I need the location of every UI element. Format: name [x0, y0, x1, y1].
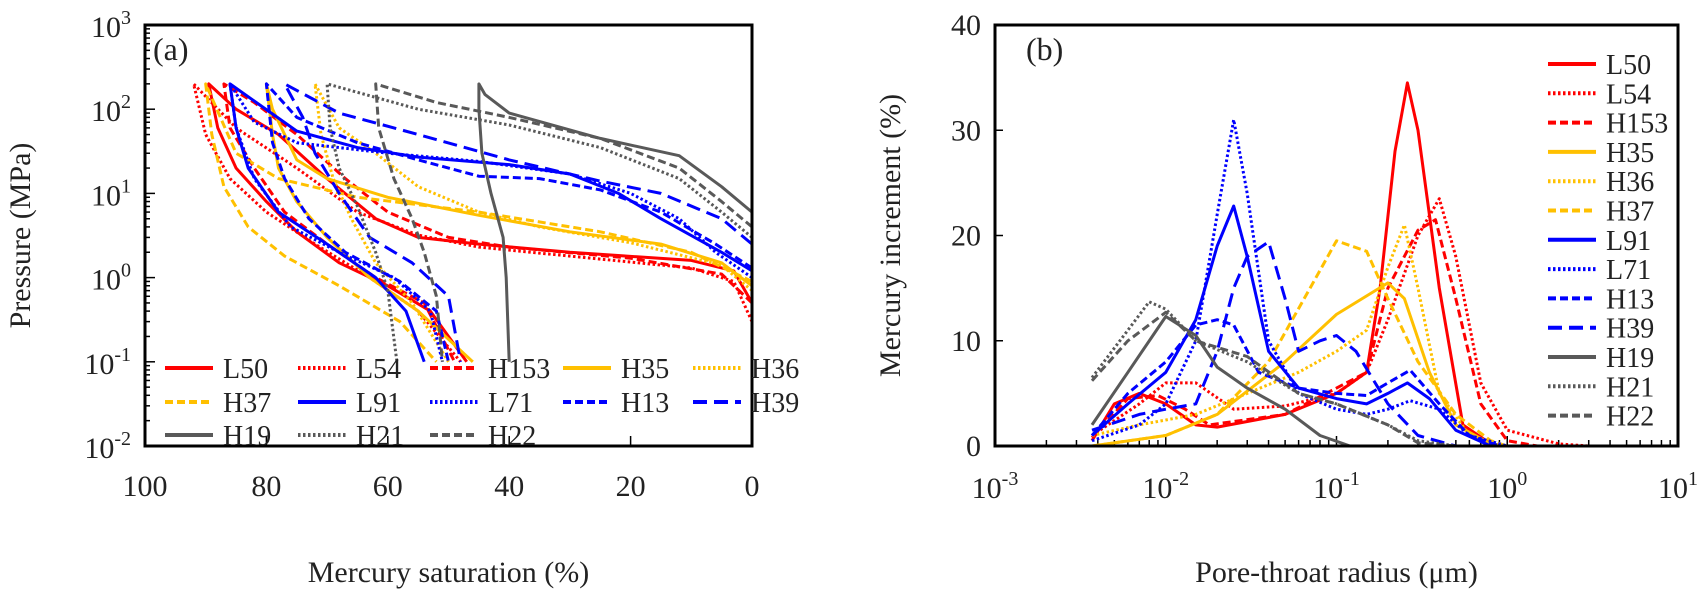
y-tick-label: 100 [91, 260, 131, 297]
y-tick-label: 10-1 [84, 344, 131, 381]
legend-label-H35: H35 [1606, 138, 1654, 169]
series-line-H19 [477, 82, 753, 362]
legend-label-H21: H21 [356, 421, 404, 452]
x-tick-label: 100 [1487, 468, 1527, 505]
legend-label-H37: H37 [223, 388, 271, 419]
y-tick-label: 10-2 [84, 428, 131, 465]
legend-label-H19: H19 [223, 421, 271, 452]
legend-label-H39: H39 [751, 388, 799, 419]
y-tick-label: 20 [951, 220, 981, 253]
y-tick-label: 30 [951, 114, 981, 147]
series-line-L71 [228, 82, 753, 363]
legend-label-H36: H36 [1606, 167, 1654, 198]
x-tick-label: 10-2 [1142, 468, 1189, 505]
x-tick-label: 80 [251, 470, 281, 503]
y-tick-label: 103 [91, 7, 131, 44]
legend-label-L54: L54 [1606, 79, 1651, 110]
legend-label-H37: H37 [1606, 197, 1654, 228]
x-tick-label: 10-3 [972, 468, 1019, 505]
panel-b-pore-throat-distribution-chart: 10-3 10-2 10-1 100 101010203040(b)Pore-throa… [874, 9, 1698, 589]
series-line-H21 [1090, 300, 1457, 448]
series-line-H13 [1090, 318, 1500, 448]
series-line-L50 [1090, 81, 1508, 448]
legend-label-H21: H21 [1606, 372, 1654, 403]
x-axis-label: Mercury saturation (%) [308, 556, 590, 589]
series-line-H35 [264, 82, 753, 363]
legend: L50 L54 H153 H35 H36 H37 L91 L71 H13 H39 H19 H21 H22 [165, 354, 799, 452]
series-line-H21 [325, 82, 753, 362]
series-line-L71 [1091, 118, 1508, 448]
series-line-H39 [1091, 240, 1457, 448]
series-line-H37 [204, 82, 753, 363]
legend-label-H39: H39 [1606, 314, 1654, 345]
series-line-L54 [1091, 197, 1589, 448]
series-line-H153 [222, 82, 754, 363]
legend-label-H22: H22 [488, 421, 536, 452]
panel-label: (a) [153, 31, 189, 67]
legend-label-H153: H153 [1606, 109, 1668, 140]
panel-label: (b) [1026, 31, 1063, 67]
legend-label-H36: H36 [751, 354, 799, 385]
legend-label-L91: L91 [356, 388, 401, 419]
x-tick-label: 0 [745, 470, 760, 503]
series-line-H37 [1091, 239, 1508, 448]
legend-label-H13: H13 [621, 388, 669, 419]
series-line-H153 [1090, 218, 1538, 448]
series-line-H13 [264, 82, 753, 363]
series-line-H22 [374, 82, 753, 362]
y-tick-label: 10 [951, 325, 981, 358]
panel-a-capillary-pressure-chart: 100 80 60 40 20 0 10-2 10-1 100 101 102 103 (a) Mercu… [4, 7, 799, 589]
x-tick-label: 10-1 [1313, 468, 1360, 505]
x-tick-label: 60 [373, 470, 403, 503]
x-axis-label: Pore-throat radius (μm) [1195, 556, 1478, 589]
legend-label-H22: H22 [1606, 402, 1654, 433]
series-line-L91 [228, 82, 753, 363]
legend-label-L50: L50 [1606, 50, 1651, 81]
series-line-L91 [1091, 204, 1492, 448]
legend-label-L54: L54 [356, 354, 401, 385]
series-line-H36 [313, 82, 753, 363]
y-tick-label: 101 [91, 175, 131, 212]
legend-label-L50: L50 [223, 354, 268, 385]
series-line-H19 [1090, 315, 1508, 448]
y-axis-label: Mercury increment (%) [874, 94, 907, 377]
y-axis-label: Pressure (MPa) [4, 143, 37, 329]
series-line-H22 [1090, 310, 1456, 448]
plot-frame [143, 23, 754, 448]
x-tick-label: 100 [123, 470, 168, 503]
legend-label-L71: L71 [1606, 255, 1651, 286]
legend-label-H35: H35 [621, 354, 669, 385]
legend-label-H13: H13 [1606, 284, 1654, 315]
legend-label-H153: H153 [488, 354, 550, 385]
x-tick-label: 40 [494, 470, 524, 503]
legend-label-L91: L91 [1606, 226, 1651, 257]
x-tick-label: 20 [616, 470, 646, 503]
y-tick-label: 102 [91, 91, 131, 128]
legend-label-L71: L71 [488, 388, 533, 419]
x-tick-label: 101 [1658, 468, 1698, 505]
plot-frame [993, 23, 1680, 448]
y-tick-label: 0 [966, 430, 981, 463]
legend-label-H19: H19 [1606, 343, 1654, 374]
y-tick-label: 40 [951, 9, 981, 42]
